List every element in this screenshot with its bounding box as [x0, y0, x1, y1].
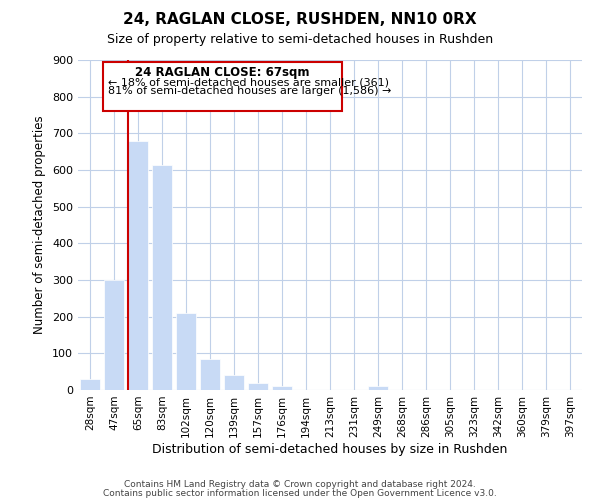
Text: Contains public sector information licensed under the Open Government Licence v3: Contains public sector information licen…	[103, 488, 497, 498]
Bar	[272, 386, 292, 390]
Bar	[224, 376, 244, 390]
X-axis label: Distribution of semi-detached houses by size in Rushden: Distribution of semi-detached houses by …	[152, 442, 508, 456]
Text: ← 18% of semi-detached houses are smaller (361): ← 18% of semi-detached houses are smalle…	[108, 77, 389, 87]
Text: 24 RAGLAN CLOSE: 67sqm: 24 RAGLAN CLOSE: 67sqm	[136, 66, 310, 79]
Bar	[80, 379, 100, 390]
Bar	[128, 140, 148, 390]
Text: 81% of semi-detached houses are larger (1,586) →: 81% of semi-detached houses are larger (…	[108, 86, 391, 96]
Text: Size of property relative to semi-detached houses in Rushden: Size of property relative to semi-detach…	[107, 32, 493, 46]
Bar	[104, 280, 124, 390]
Y-axis label: Number of semi-detached properties: Number of semi-detached properties	[34, 116, 46, 334]
Bar	[200, 359, 220, 390]
Text: 24, RAGLAN CLOSE, RUSHDEN, NN10 0RX: 24, RAGLAN CLOSE, RUSHDEN, NN10 0RX	[123, 12, 477, 28]
Bar	[248, 384, 268, 390]
Bar	[103, 62, 342, 112]
Bar	[368, 386, 388, 390]
Bar	[152, 164, 172, 390]
Bar	[176, 313, 196, 390]
Text: Contains HM Land Registry data © Crown copyright and database right 2024.: Contains HM Land Registry data © Crown c…	[124, 480, 476, 489]
